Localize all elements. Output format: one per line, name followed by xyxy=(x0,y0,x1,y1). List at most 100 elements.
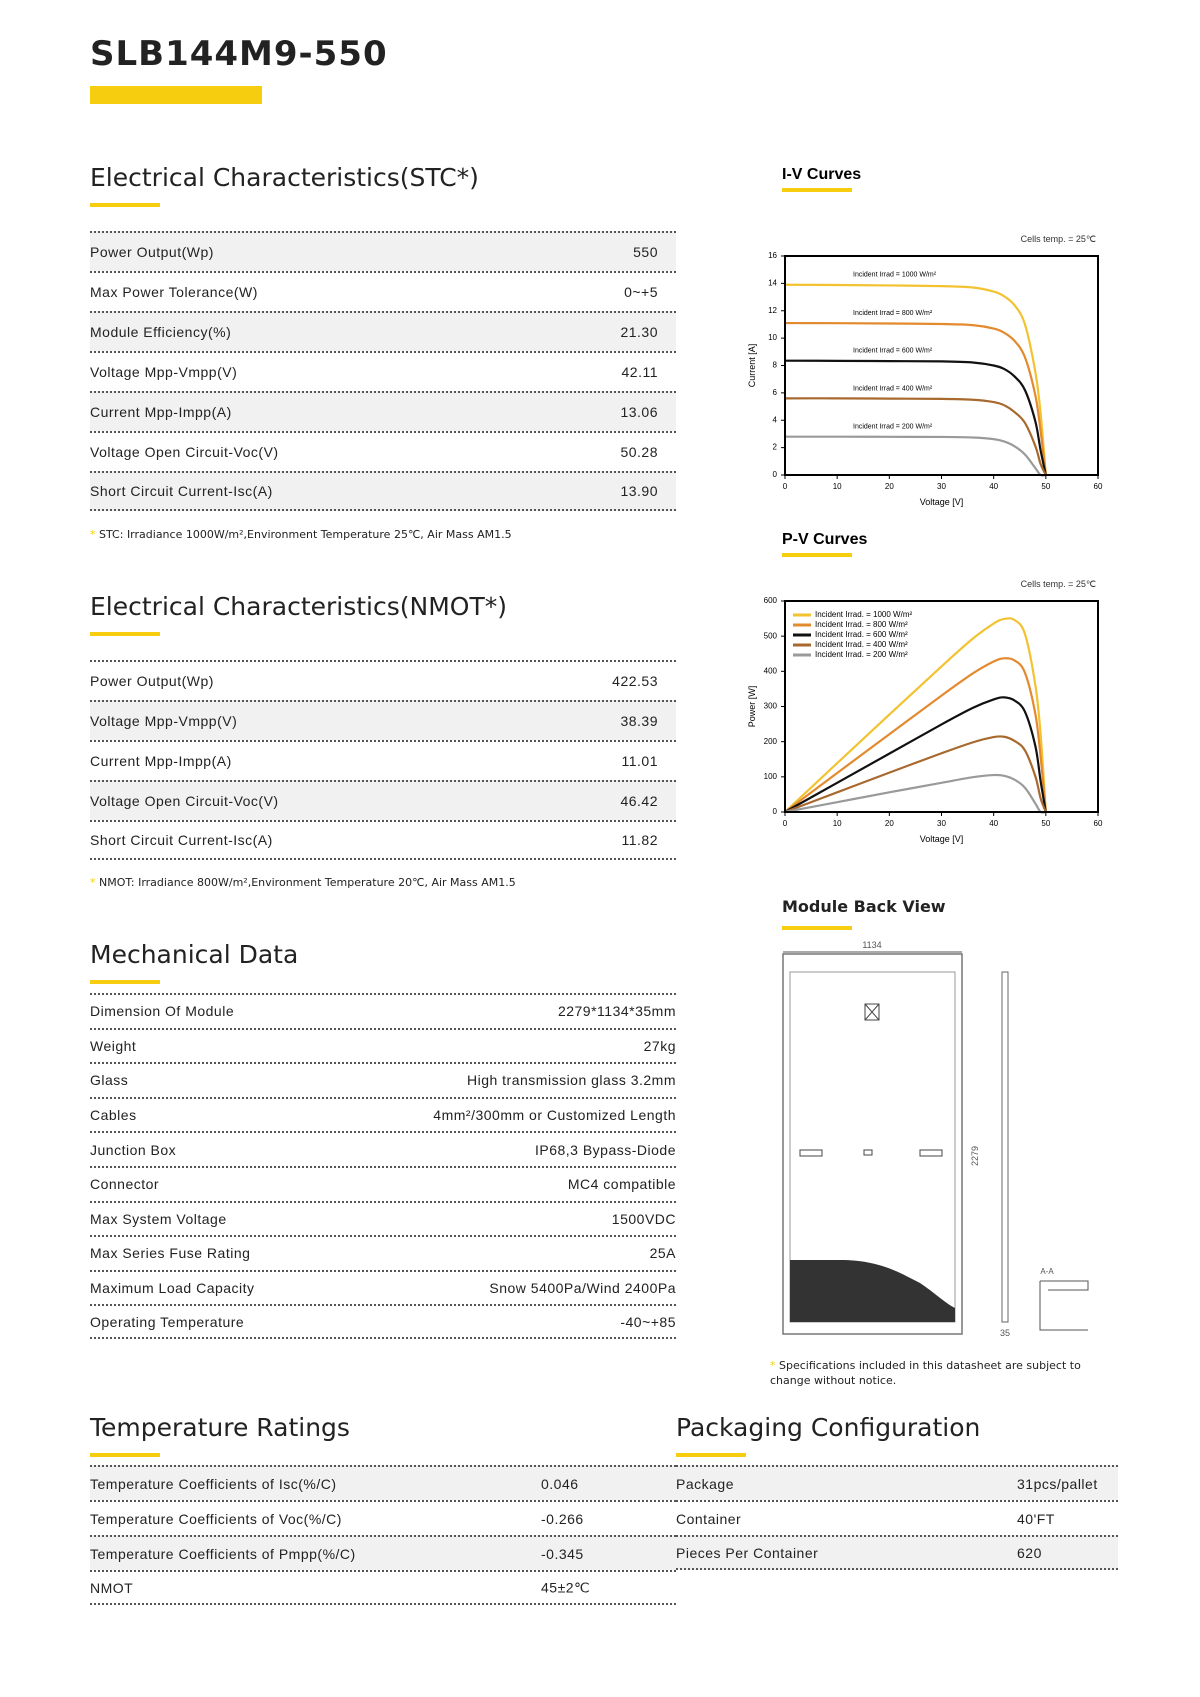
x-tick-label: 40 xyxy=(989,819,998,828)
table-row: Voltage Open Circuit-Voc(V) 50.28 xyxy=(90,431,676,471)
curve xyxy=(784,359,1047,476)
section-heading: Mechanical Data xyxy=(90,940,299,969)
row-label: Package xyxy=(676,1475,734,1492)
heading-bar xyxy=(782,926,852,930)
table-row: Weight 27kg xyxy=(90,1027,676,1063)
section-label: A-A xyxy=(1040,1267,1054,1276)
section-heading: Electrical Characteristics(NMOT*) xyxy=(90,592,507,621)
row-value: 27kg xyxy=(643,1037,676,1054)
row-value: MC4 compatible xyxy=(567,1176,676,1193)
row-value: 0~+5 xyxy=(624,284,658,300)
table-row: Module Efficiency(%) 21.30 xyxy=(90,311,676,351)
x-tick-label: 30 xyxy=(937,819,946,828)
curve xyxy=(784,397,1047,476)
table-row: Pieces Per Container 620 xyxy=(676,1535,1118,1570)
chart-title: P-V Curves xyxy=(782,531,867,548)
row-value: -0.345 xyxy=(541,1545,584,1562)
footnote: * NMOT: Irradiance 800W/m²,Environment T… xyxy=(90,876,516,889)
x-tick-label: 20 xyxy=(885,482,894,491)
row-value: 42.11 xyxy=(621,364,658,380)
footnote: * STC: Irradiance 1000W/m²,Environment T… xyxy=(90,528,512,541)
table-row: Junction Box IP68,3 Bypass-Diode xyxy=(90,1131,676,1166)
row-value: 50.28 xyxy=(620,444,658,460)
row-value: 45±2℃ xyxy=(541,1579,591,1595)
row-value: 0.046 xyxy=(541,1475,579,1492)
star: * xyxy=(90,876,99,889)
heading-bar xyxy=(90,632,160,636)
row-label: Max Series Fuse Rating xyxy=(90,1245,251,1262)
x-tick-label: 40 xyxy=(989,482,998,491)
row-label: Current Mpp-Impp(A) xyxy=(90,404,232,420)
table-row: Voltage Open Circuit-Voc(V) 46.42 xyxy=(90,780,676,820)
back-view-drawing: 1134 2279 35 A-A xyxy=(782,940,1089,1338)
legend-label: Incident Irrad. = 200 W/m² xyxy=(815,650,908,659)
x-tick-label: 0 xyxy=(783,819,788,828)
row-value: 422.53 xyxy=(612,673,658,689)
table-row: Max Power Tolerance(W) 0~+5 xyxy=(90,271,676,311)
row-label: Voltage Mpp-Vmpp(V) xyxy=(90,364,238,380)
row-value: 11.82 xyxy=(621,832,658,848)
row-label: Glass xyxy=(90,1072,129,1089)
table-row: Short Circuit Current-Isc(A) 11.82 xyxy=(90,820,676,860)
table-row: Current Mpp-Impp(A) 13.06 xyxy=(90,391,676,431)
row-value: 13.90 xyxy=(620,483,658,499)
heading-bar xyxy=(90,980,160,984)
row-value: 13.06 xyxy=(620,404,658,420)
row-label: Current Mpp-Impp(A) xyxy=(90,753,232,769)
x-tick-label: 60 xyxy=(1094,819,1103,828)
x-tick-label: 50 xyxy=(1041,482,1050,491)
curve-label: Incident Irrad = 800 W/m² xyxy=(853,310,933,317)
back-view-title: Module Back View xyxy=(782,897,946,916)
row-label: Temperature Coefficients of Voc(%/C) xyxy=(90,1510,342,1527)
table-row: Package 31pcs/pallet xyxy=(676,1465,1118,1500)
row-label: Cables xyxy=(90,1107,137,1124)
y-tick-label: 200 xyxy=(764,737,778,746)
title-bar xyxy=(782,188,852,192)
table-row: Maximum Load Capacity Snow 5400Pa/Wind 24… xyxy=(90,1269,676,1305)
y-tick-label: 6 xyxy=(773,388,778,397)
cells-hatch xyxy=(790,1260,955,1322)
row-value: IP68,3 Bypass-Diode xyxy=(534,1141,676,1158)
connector xyxy=(919,1149,943,1157)
depth-label: 35 xyxy=(1000,1328,1010,1338)
curve xyxy=(784,657,1047,813)
table-row: Voltage Mpp-Vmpp(V) 38.39 xyxy=(90,700,676,740)
row-label: Temperature Coefficients of Pmpp(%/C) xyxy=(90,1545,356,1562)
junction-box-cross xyxy=(864,1003,880,1021)
legend-label: Incident Irrad. = 800 W/m² xyxy=(815,620,908,629)
y-tick-label: 500 xyxy=(764,631,778,640)
section-profile xyxy=(1039,1280,1089,1331)
curve-label: Incident Irrad = 200 W/m² xyxy=(853,424,933,431)
table-row: Temperature Coefficients of Pmpp(%/C) -0.… xyxy=(90,1535,676,1570)
table-row: Temperature Coefficients of Voc(%/C) -0.2… xyxy=(90,1500,676,1535)
junction-box xyxy=(864,1003,880,1021)
table-row: Glass High transmission glass 3.2mm xyxy=(90,1062,676,1097)
star: * xyxy=(90,528,99,541)
curve-label: Incident Irrad = 400 W/m² xyxy=(853,385,933,392)
heading-bar xyxy=(90,1453,160,1457)
section-heading: Packaging Configuration xyxy=(676,1413,981,1442)
page-title: SLB144M9-550 xyxy=(90,34,388,74)
heading-bar xyxy=(90,203,160,207)
table-row: Container 40'FT xyxy=(676,1500,1118,1535)
plot-frame xyxy=(784,255,1099,476)
row-label: NMOT xyxy=(90,1579,134,1596)
section-heading: Temperature Ratings xyxy=(90,1413,350,1442)
row-value: High transmission glass 3.2mm xyxy=(466,1072,676,1089)
table-row: Operating Temperature -40~+85 xyxy=(90,1304,676,1339)
side-view xyxy=(1001,971,1009,1323)
row-label: Short Circuit Current-Isc(A) xyxy=(90,832,273,848)
y-tick-label: 400 xyxy=(764,666,778,675)
row-value: -40~+85 xyxy=(620,1313,676,1330)
table-row: Temperature Coefficients of Isc(%/C) 0.04… xyxy=(90,1465,676,1500)
table-row: Current Mpp-Impp(A) 11.01 xyxy=(90,740,676,780)
curve xyxy=(784,321,1047,476)
plot-frame xyxy=(784,600,1099,813)
footnote-text: NMOT: Irradiance 800W/m²,Environment Tem… xyxy=(99,876,516,889)
table-row: Max System Voltage 1500VDC xyxy=(90,1200,676,1236)
annotation: Cells temp. = 25℃ xyxy=(1021,579,1096,589)
row-label: Module Efficiency(%) xyxy=(90,324,232,340)
y-tick-label: 4 xyxy=(773,415,778,424)
